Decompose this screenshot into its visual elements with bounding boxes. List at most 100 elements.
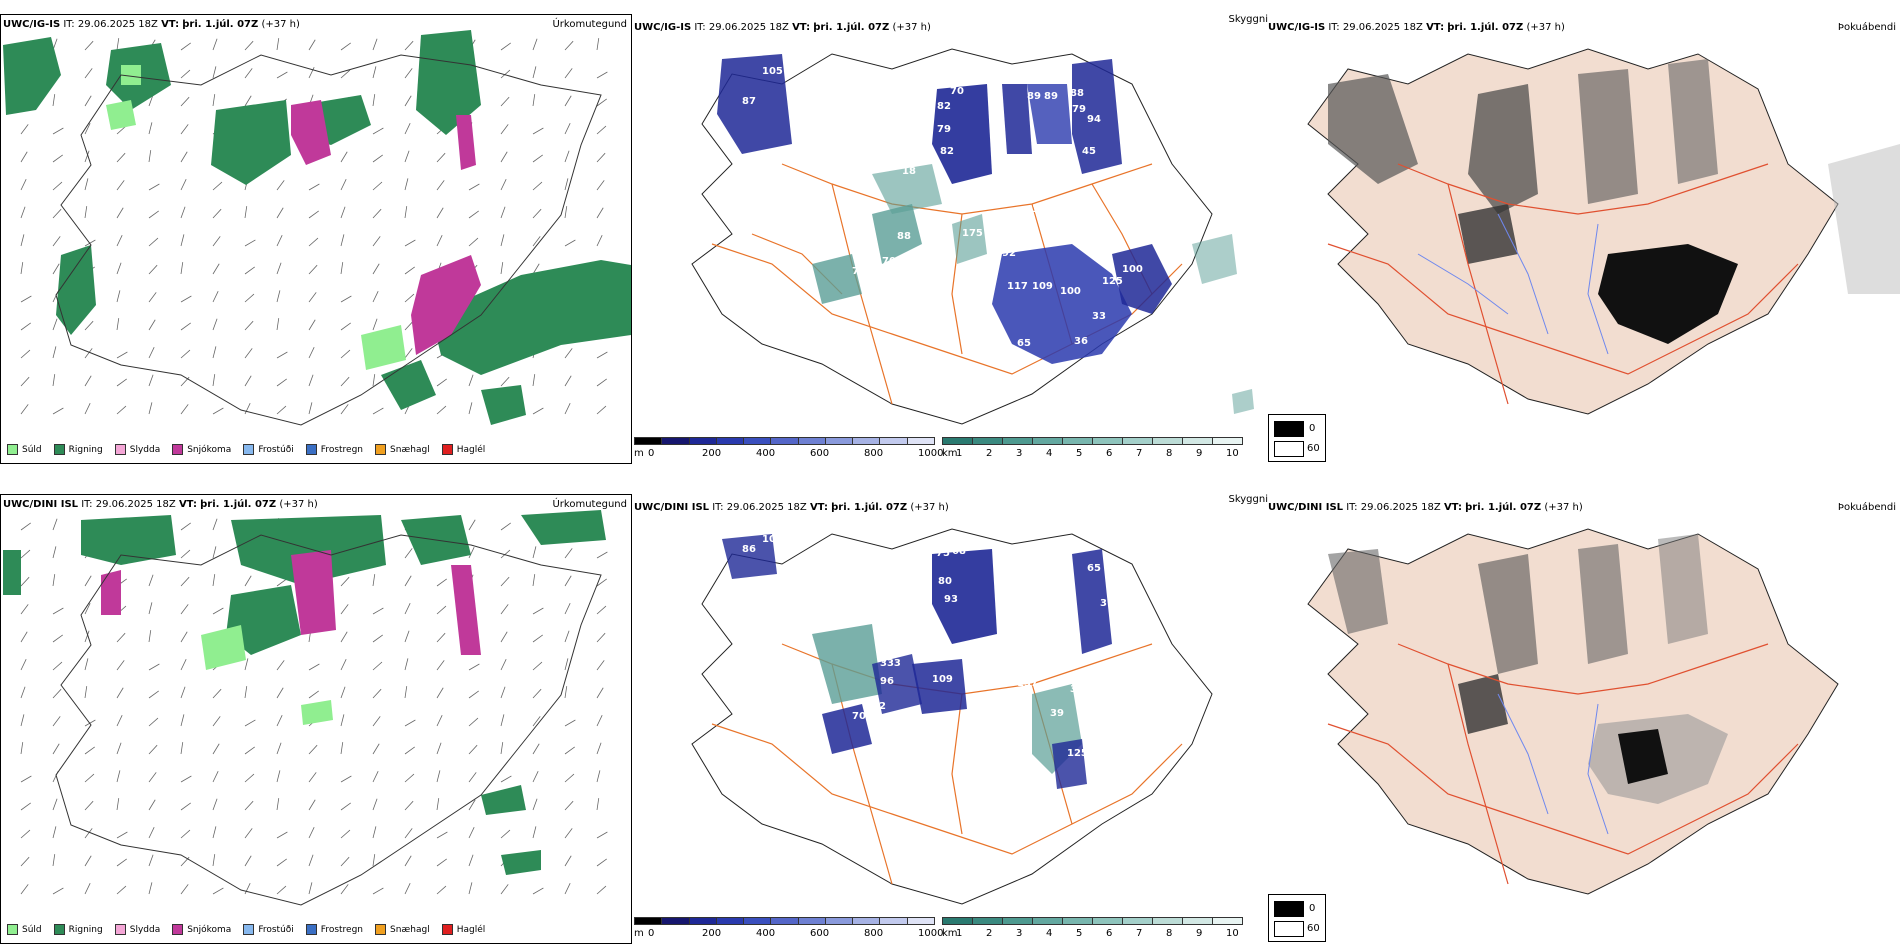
fog-high-swatch xyxy=(1274,901,1304,917)
wind-barb xyxy=(500,549,511,559)
wind-barb xyxy=(468,772,477,783)
visibility-scale-segment xyxy=(1092,917,1123,925)
wind-barb xyxy=(180,322,191,331)
wind-barb xyxy=(20,179,27,191)
vt-value: þri. 1.júl. 07Z xyxy=(1447,22,1524,33)
wind-barb xyxy=(116,262,122,275)
wind-barb xyxy=(308,854,314,867)
legend-swatch xyxy=(441,924,453,935)
wind-barb xyxy=(404,719,416,727)
wind-barb xyxy=(372,407,384,415)
iceland-outline-bottom-left xyxy=(55,534,602,906)
ceiling-scale-segment xyxy=(634,917,663,925)
wind-barb xyxy=(180,69,191,79)
wind-barb xyxy=(52,826,57,839)
wind-barb xyxy=(340,262,344,275)
wind-barb xyxy=(532,66,537,79)
wind-barb xyxy=(180,262,184,275)
ceiling-value-label: 96 xyxy=(880,676,894,687)
wind-barb xyxy=(564,773,575,783)
ceiling-value-label: 89 xyxy=(1027,91,1041,102)
precip-map-top xyxy=(3,30,631,426)
legend-swatch xyxy=(305,444,317,455)
wind-barb xyxy=(84,150,90,163)
wind-barb xyxy=(244,800,254,811)
wind-barb xyxy=(372,94,376,107)
legend-item: Frostregn xyxy=(305,444,363,455)
wind-barb xyxy=(596,405,607,415)
wind-barb xyxy=(308,237,319,247)
wind-barb xyxy=(308,319,316,331)
visibility-scale-segment xyxy=(972,917,1003,925)
legend-swatch xyxy=(7,444,18,455)
vt-value: þri. 1.júl. 07Z xyxy=(182,19,259,30)
fog-map-bottom xyxy=(1307,528,1839,895)
wind-barb xyxy=(596,125,607,135)
ceiling-scale-tick: 1000 xyxy=(918,928,944,939)
visibility-scale-tick: 5 xyxy=(1076,928,1083,939)
wind-barb xyxy=(20,659,27,671)
ceiling-scale-tick: 1000 xyxy=(918,448,944,459)
it-label: IT: xyxy=(81,499,93,510)
ceiling-value-label: 117 xyxy=(1007,281,1028,292)
wind-barb xyxy=(340,69,351,79)
ceiling-scale-segment xyxy=(688,917,717,925)
wind-barb xyxy=(52,518,58,531)
vt-label: VT: xyxy=(1443,502,1462,513)
wind-barb xyxy=(500,714,505,727)
wind-barb xyxy=(52,716,61,727)
ceiling-value-label: 92 xyxy=(1002,248,1016,259)
vt-value: þri. 1.júl. 07Z xyxy=(831,502,908,513)
wind-barb xyxy=(564,800,574,811)
visibility-scale-segment xyxy=(1062,437,1093,445)
wind-barb xyxy=(84,658,89,671)
ceiling-value-label: 36 xyxy=(1070,684,1084,695)
legend-item: Rigning xyxy=(53,924,103,935)
wind-barb xyxy=(500,42,511,51)
wind-barb xyxy=(20,802,31,811)
wind-barb xyxy=(116,290,121,303)
wind-barb xyxy=(20,151,28,163)
ceiling-value-label: 86 xyxy=(742,544,756,555)
wind-barb xyxy=(244,746,255,755)
wind-barb xyxy=(340,404,349,415)
wind-barb xyxy=(52,743,60,755)
wind-barb xyxy=(244,95,252,107)
wind-barb xyxy=(148,402,153,415)
it-label: IT: xyxy=(694,22,706,33)
ceiling-scale-segment xyxy=(743,917,772,925)
it-label: IT: xyxy=(712,502,724,513)
wind-barb xyxy=(212,887,224,895)
wind-barb xyxy=(564,548,573,559)
wind-barb xyxy=(116,660,125,671)
wind-barb xyxy=(564,403,571,415)
visibility-scale-unit: km xyxy=(942,448,958,459)
wind-barb xyxy=(404,575,412,587)
visibility-scale-segment xyxy=(972,437,1003,445)
wind-barb xyxy=(372,181,383,191)
model-name: UWC/IG-IS xyxy=(1268,22,1326,33)
wind-barb xyxy=(532,263,540,275)
ceiling-value-label: 95 xyxy=(1037,564,1051,575)
wind-barb xyxy=(596,660,605,671)
wind-barb xyxy=(244,40,254,51)
wind-barb xyxy=(148,744,158,755)
ceiling-scale-unit: m xyxy=(634,928,644,939)
wind-barb xyxy=(532,688,542,699)
wind-barb xyxy=(372,661,383,671)
wind-barb xyxy=(212,716,221,727)
ceiling-value-label: 100 xyxy=(762,534,783,545)
wind-barb xyxy=(180,151,188,163)
wind-barb xyxy=(308,292,317,303)
visibility-scale-segment xyxy=(1032,437,1063,445)
legend-swatch xyxy=(243,444,255,455)
wind-barb xyxy=(20,686,26,699)
wind-barb xyxy=(468,717,479,727)
ceiling-value-label: 65 xyxy=(1017,338,1031,349)
wind-barb xyxy=(532,771,539,783)
ceiling-scale-tick: 400 xyxy=(756,928,776,939)
lead-time: (+37 h) xyxy=(1526,22,1565,33)
wind-barb xyxy=(244,828,253,839)
wind-barb xyxy=(244,375,252,387)
